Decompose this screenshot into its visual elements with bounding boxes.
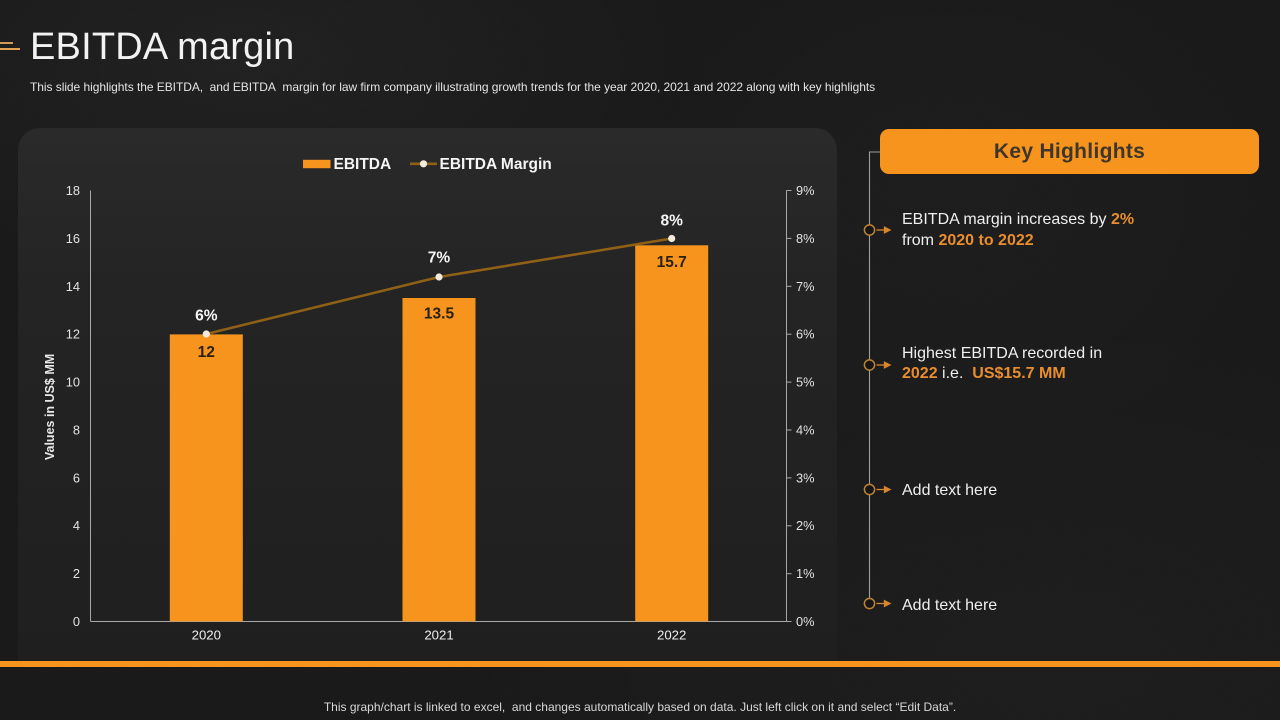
svg-text:14: 14 (66, 279, 80, 294)
svg-text:18: 18 (66, 183, 80, 198)
svg-text:5%: 5% (796, 375, 815, 390)
svg-text:13.5: 13.5 (424, 305, 455, 322)
svg-text:2022: 2022 (657, 628, 686, 643)
svg-text:1%: 1% (796, 566, 815, 581)
svg-text:7%: 7% (428, 250, 451, 267)
svg-text:10: 10 (66, 375, 80, 390)
svg-text:15.7: 15.7 (657, 254, 687, 271)
svg-text:8%: 8% (796, 231, 815, 246)
svg-text:6: 6 (73, 470, 80, 485)
svg-text:2020: 2020 (192, 628, 221, 643)
svg-text:2021: 2021 (424, 628, 453, 643)
svg-text:8: 8 (73, 423, 80, 438)
svg-text:6%: 6% (796, 327, 815, 342)
svg-text:EBITDA: EBITDA (334, 156, 392, 173)
svg-text:12: 12 (198, 344, 215, 361)
svg-text:7%: 7% (796, 279, 815, 294)
svg-text:4: 4 (73, 518, 80, 533)
svg-text:0: 0 (73, 614, 80, 629)
svg-text:4%: 4% (796, 423, 815, 438)
svg-text:6%: 6% (195, 308, 218, 325)
svg-text:2: 2 (73, 566, 80, 581)
svg-text:16: 16 (66, 231, 80, 246)
svg-text:2%: 2% (796, 518, 815, 533)
svg-text:0%: 0% (796, 614, 815, 629)
svg-text:9%: 9% (796, 183, 815, 198)
svg-text:EBITDA Margin: EBITDA Margin (440, 156, 552, 173)
svg-text:3%: 3% (796, 470, 815, 485)
svg-text:12: 12 (66, 327, 80, 342)
svg-text:8%: 8% (660, 213, 683, 230)
svg-text:Values in US$ MM: Values in US$ MM (43, 354, 57, 460)
